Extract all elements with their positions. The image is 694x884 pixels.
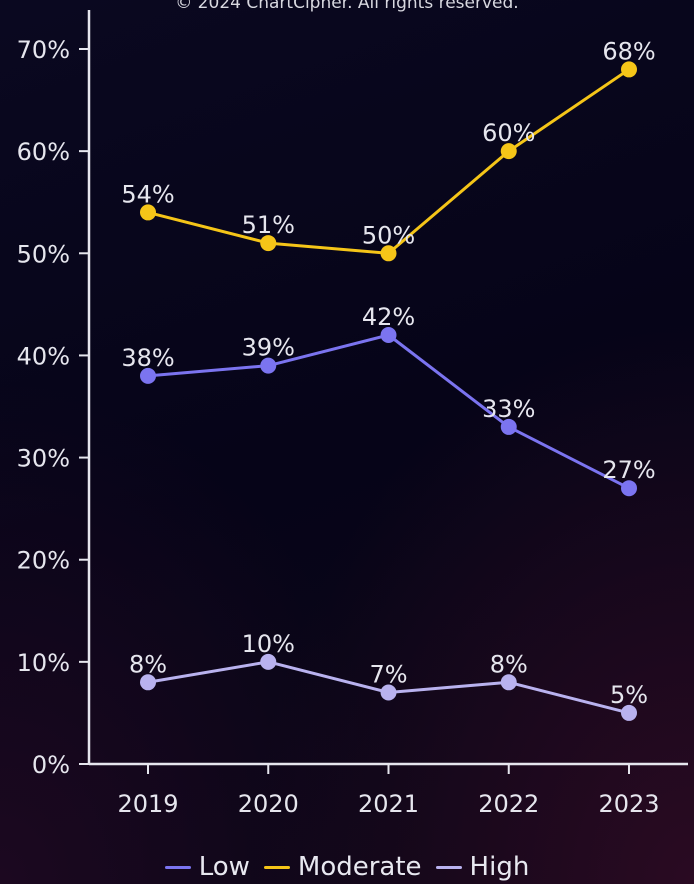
data-label-high: 10% xyxy=(242,630,295,658)
legend-item-low: Low xyxy=(164,852,250,882)
series-high: 8% 10% 7% 8% 5% xyxy=(129,630,648,721)
legend-swatch-moderate xyxy=(263,865,290,869)
data-point-moderate xyxy=(621,61,637,78)
data-label-high: 5% xyxy=(610,681,648,709)
legend-label-moderate: Moderate xyxy=(297,852,422,882)
y-tick-label: 30% xyxy=(17,445,70,473)
data-point-high xyxy=(500,674,517,691)
y-tick-label: 20% xyxy=(17,547,70,575)
data-label-low: 38% xyxy=(121,344,174,372)
legend-item-moderate: Moderate xyxy=(263,852,422,882)
x-tick-label: 2021 xyxy=(358,790,419,818)
legend-swatch-high xyxy=(435,865,462,869)
data-point-low xyxy=(380,327,397,343)
data-label-high: 8% xyxy=(129,650,167,678)
data-point-low xyxy=(621,480,637,497)
data-point-low xyxy=(500,418,517,435)
data-label-moderate: 51% xyxy=(242,211,295,239)
legend-label-low: Low xyxy=(198,852,250,882)
series-low: 38% 39% 42% 33% 27% xyxy=(121,303,656,497)
x-tick-label: 2019 xyxy=(117,790,178,818)
series-line-low xyxy=(147,333,630,490)
y-tick-label: 0% xyxy=(32,751,70,779)
data-label-low: 33% xyxy=(482,395,535,423)
data-point-low xyxy=(260,357,277,374)
y-tick-label: 40% xyxy=(17,342,70,370)
y-tick-label: 50% xyxy=(17,240,70,268)
data-point-moderate xyxy=(380,245,397,262)
chart-axes: 0% 10% 20% 30% 40% 50% 60% 70% 2019 2020 2021 2022 2… xyxy=(17,10,688,818)
y-tick-label: 70% xyxy=(17,36,70,64)
legend-swatch-low xyxy=(164,865,191,869)
data-point-moderate xyxy=(260,235,277,252)
data-point-high xyxy=(260,653,277,670)
data-point-low xyxy=(140,367,156,384)
x-tick-label: 2023 xyxy=(598,790,659,818)
data-label-high: 7% xyxy=(369,661,407,689)
data-label-moderate: 54% xyxy=(121,180,174,208)
data-point-moderate xyxy=(500,143,517,160)
y-tick-label: 60% xyxy=(17,138,70,166)
data-label-low: 42% xyxy=(362,303,415,331)
data-label-moderate: 50% xyxy=(362,221,415,249)
legend-label-high: High xyxy=(469,852,530,882)
data-point-moderate xyxy=(140,204,156,221)
data-label-low: 39% xyxy=(242,334,295,362)
chart-series: 38% 39% 42% 33% 27% 54% 51% 50% 60% 68% 8% 10% 7% 8% 5… xyxy=(121,37,656,721)
data-label-low: 27% xyxy=(602,456,655,484)
legend-item-high: High xyxy=(435,852,530,882)
copyright-notice: © 2024 ChartCipher. All rights reserved. xyxy=(175,0,519,13)
series-moderate: 54% 51% 50% 60% 68% xyxy=(121,37,656,262)
data-point-high xyxy=(621,704,637,721)
data-point-high xyxy=(140,674,156,691)
data-point-high xyxy=(380,684,397,701)
data-label-moderate: 60% xyxy=(482,119,535,147)
data-label-moderate: 68% xyxy=(602,37,655,65)
data-label-high: 8% xyxy=(490,650,528,678)
x-tick-label: 2020 xyxy=(238,790,299,818)
y-tick-label: 10% xyxy=(17,649,70,677)
chart-legend: Low Moderate High xyxy=(0,852,694,882)
x-tick-label: 2022 xyxy=(478,790,539,818)
